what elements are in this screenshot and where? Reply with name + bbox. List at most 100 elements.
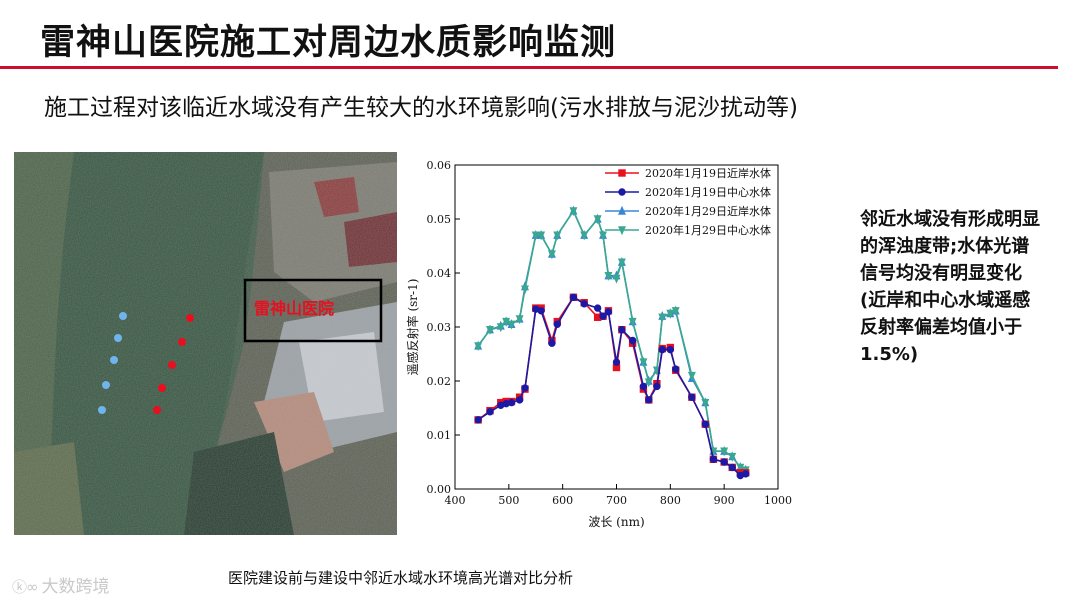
watermark-logo: ⓚ∞ 大数跨境 [12,572,110,597]
data-point [720,458,728,466]
data-point [553,231,562,241]
data-point [628,336,637,345]
data-point [701,420,710,428]
legend-label: 2020年1月29日近岸水体 [645,204,771,218]
data-point [687,371,696,381]
legend-marker [618,226,626,236]
data-point [553,320,561,329]
data-point [599,312,607,320]
data-point [639,382,648,391]
y-tick-label: 0.01 [427,429,452,442]
data-point [599,231,608,241]
data-point [709,455,718,463]
satellite-image-art [14,152,397,535]
legend-entry: 2020年1月29日近岸水体 [605,204,771,218]
data-point [618,326,626,334]
legend-entry: 2020年1月19日近岸水体 [605,166,771,180]
data-point [604,272,613,281]
data-point [639,358,648,368]
data-point [671,307,680,317]
data-point [474,416,482,424]
y-tick-label: 0.04 [427,267,452,280]
x-tick-label: 600 [552,494,573,507]
legend-label: 2020年1月29日中心水体 [645,223,771,237]
data-point [521,384,529,392]
data-point [537,231,546,241]
data-point [658,345,666,354]
series-line [477,296,746,474]
data-point [617,258,626,268]
legend-marker [618,188,626,196]
data-point [531,231,540,241]
data-point [728,452,737,462]
nearshore-sample-point [168,361,176,369]
data-point [496,323,505,333]
data-point [742,470,750,478]
data-point [502,317,511,327]
data-point [537,307,545,315]
hospital-box [243,278,383,343]
x-tick-label: 900 [714,494,735,507]
x-tick-label: 1000 [764,494,792,507]
y-tick-label: 0.02 [427,375,452,388]
data-point [569,293,578,302]
figure-caption: 医院建设前与建设中邻近水域水环境高光谱对比分析 [228,569,574,587]
y-tick-label: 0.05 [427,213,452,226]
center-sample-point [102,381,110,389]
legend-marker [618,169,626,177]
x-axis-label: 波长 (nm) [588,515,644,529]
data-point [736,463,745,473]
data-point [593,304,602,312]
data-point [612,274,621,284]
data-point [486,408,494,416]
data-point [486,326,494,335]
data-point [507,320,516,330]
x-tick-label: 500 [498,494,519,507]
data-point [580,231,589,241]
data-point [569,207,578,217]
data-point [612,358,621,366]
y-tick-label: 0.06 [427,159,452,172]
data-point [653,382,661,391]
series-4 [474,207,750,476]
nearshore-sample-point [186,314,194,322]
data-point [720,447,729,457]
center-sample-point [114,334,122,342]
watermark-icon: ⓚ∞ [12,578,38,596]
title-divider [0,66,1058,69]
data-point [507,398,516,407]
series-line [477,209,747,471]
data-point [593,215,602,225]
x-tick-label: 400 [445,494,466,507]
satellite-image: 雷神山医院 [14,152,397,535]
legend-label: 2020年1月19日中心水体 [645,185,771,199]
nearshore-sample-point [178,338,186,346]
sampling-points [98,278,383,414]
data-point [666,309,675,319]
page-title: 雷神山医院施工对周边水质影响监测 [40,23,617,63]
data-point [688,393,696,401]
data-point [604,308,613,316]
data-point [628,317,637,327]
x-tick-label: 800 [660,494,681,507]
center-sample-point [110,356,118,364]
y-axis-label: 遥感反射率 (sr-1) [405,279,420,376]
legend-label: 2020年1月19日近岸水体 [645,166,771,180]
x-tick-label: 700 [606,494,627,507]
watermark-text: 大数跨境 [41,577,110,597]
legend-entry: 2020年1月29日中心水体 [605,223,771,237]
data-point [548,339,556,347]
legend-marker [618,205,626,215]
data-point [658,313,667,323]
analysis-note: 邻近水域没有形成明显的浑浊度带;水体光谱信号均没有明显变化(近岸和中心水域遥感反… [860,209,1040,365]
page-subtitle: 施工过程对该临近水域没有产生较大的水环境影响(污水排放与泥沙扰动等) [44,95,798,121]
data-point [644,378,653,388]
spectrum-chart: 400 500 600 700 800 900 1000 0.00 0.01 0.02 0.03 0.… [400,152,820,542]
data-point [672,365,680,373]
series-line [477,296,746,477]
data-point [580,300,588,308]
data-point [666,345,675,354]
data-point [515,396,524,404]
y-tick-label: 0.03 [427,321,452,334]
center-sample-point [119,312,127,320]
